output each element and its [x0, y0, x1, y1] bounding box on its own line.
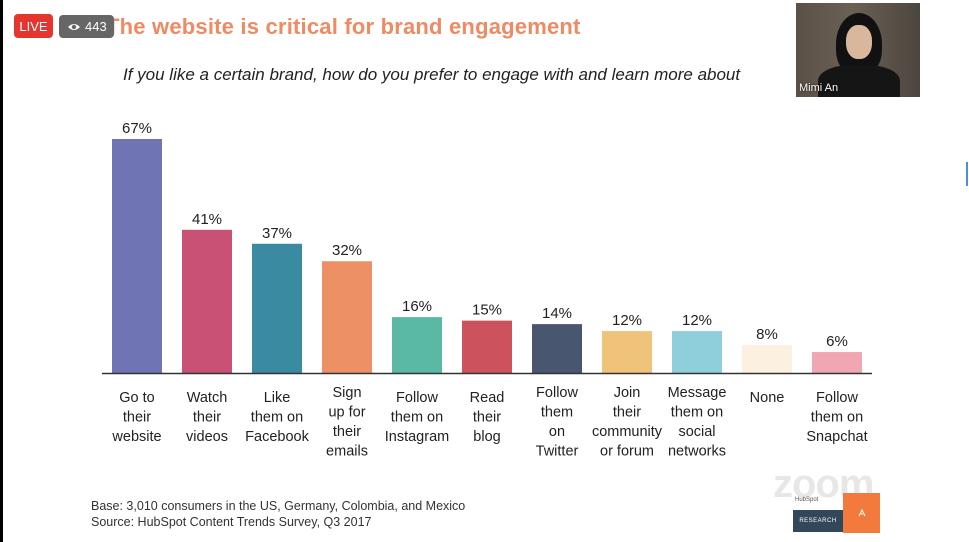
- bar-value-label-3: 32%: [332, 242, 362, 259]
- bar-value-label-7: 12%: [612, 312, 642, 329]
- bar-value-label-8: 12%: [682, 312, 712, 329]
- bar-7: [602, 331, 652, 373]
- bar-4: [392, 317, 442, 373]
- category-label-6: Follow them on Twitter: [536, 385, 579, 460]
- category-label-3: Sign up for their emails: [326, 385, 368, 460]
- category-label-9: None: [750, 390, 785, 406]
- participant-video-tile[interactable]: Mimi An: [796, 3, 920, 97]
- bar-value-label-2: 37%: [262, 225, 292, 242]
- bar-value-label-4: 16%: [402, 298, 432, 315]
- bar-value-label-10: 6%: [826, 333, 848, 350]
- bar-2: [252, 243, 302, 373]
- bar-0: [112, 139, 162, 373]
- bar-6: [532, 324, 582, 373]
- category-label-5: Read their blog: [470, 390, 505, 445]
- participant-face: [846, 25, 872, 59]
- hubspot-orange-mark-icon: [843, 493, 880, 533]
- slide-subtitle: If you like a certain brand, how do you …: [123, 65, 741, 84]
- bar-value-label-1: 41%: [192, 211, 222, 228]
- bar-9: [742, 345, 792, 373]
- footnote-base: Base: 3,010 consumers in the US, Germany…: [91, 499, 466, 513]
- category-label-2: Like them on Facebook: [245, 390, 309, 445]
- bar-value-label-9: 8%: [756, 326, 778, 343]
- research-label: RESEARCH: [793, 510, 843, 532]
- bar-value-label-0: 67%: [122, 120, 152, 137]
- hubspot-wordmark: HubSpot: [795, 497, 819, 503]
- bar-value-label-6: 14%: [542, 305, 572, 322]
- participant-name: Mimi An: [799, 82, 839, 94]
- category-label-10: Follow them on Snapchat: [806, 390, 867, 445]
- bar-8: [672, 331, 722, 373]
- bar-3: [322, 261, 372, 373]
- eye-icon: [68, 23, 80, 30]
- category-label-7: Join their community or forum: [592, 385, 663, 460]
- bar-5: [462, 320, 512, 373]
- scroll-indicator: [966, 162, 968, 186]
- category-label-1: Watch their videos: [186, 390, 228, 445]
- bar-1: [182, 229, 232, 373]
- hubspot-research-logo: HubSpot RESEARCH: [793, 493, 880, 533]
- category-label-4: Follow them on Instagram: [385, 390, 449, 445]
- category-label-0: Go to their website: [111, 390, 161, 445]
- participant-body: [818, 65, 900, 97]
- viewer-count: 443: [85, 19, 107, 34]
- bar-value-label-5: 15%: [472, 302, 502, 319]
- bar-10: [812, 352, 862, 373]
- slide-title: The website is critical for brand engage…: [106, 14, 581, 39]
- footnote-source: Source: HubSpot Content Trends Survey, Q…: [91, 515, 372, 529]
- category-label-8: Message them on social networks: [668, 385, 727, 460]
- live-badge: LIVE: [14, 14, 53, 38]
- viewer-count-badge: 443: [59, 15, 114, 38]
